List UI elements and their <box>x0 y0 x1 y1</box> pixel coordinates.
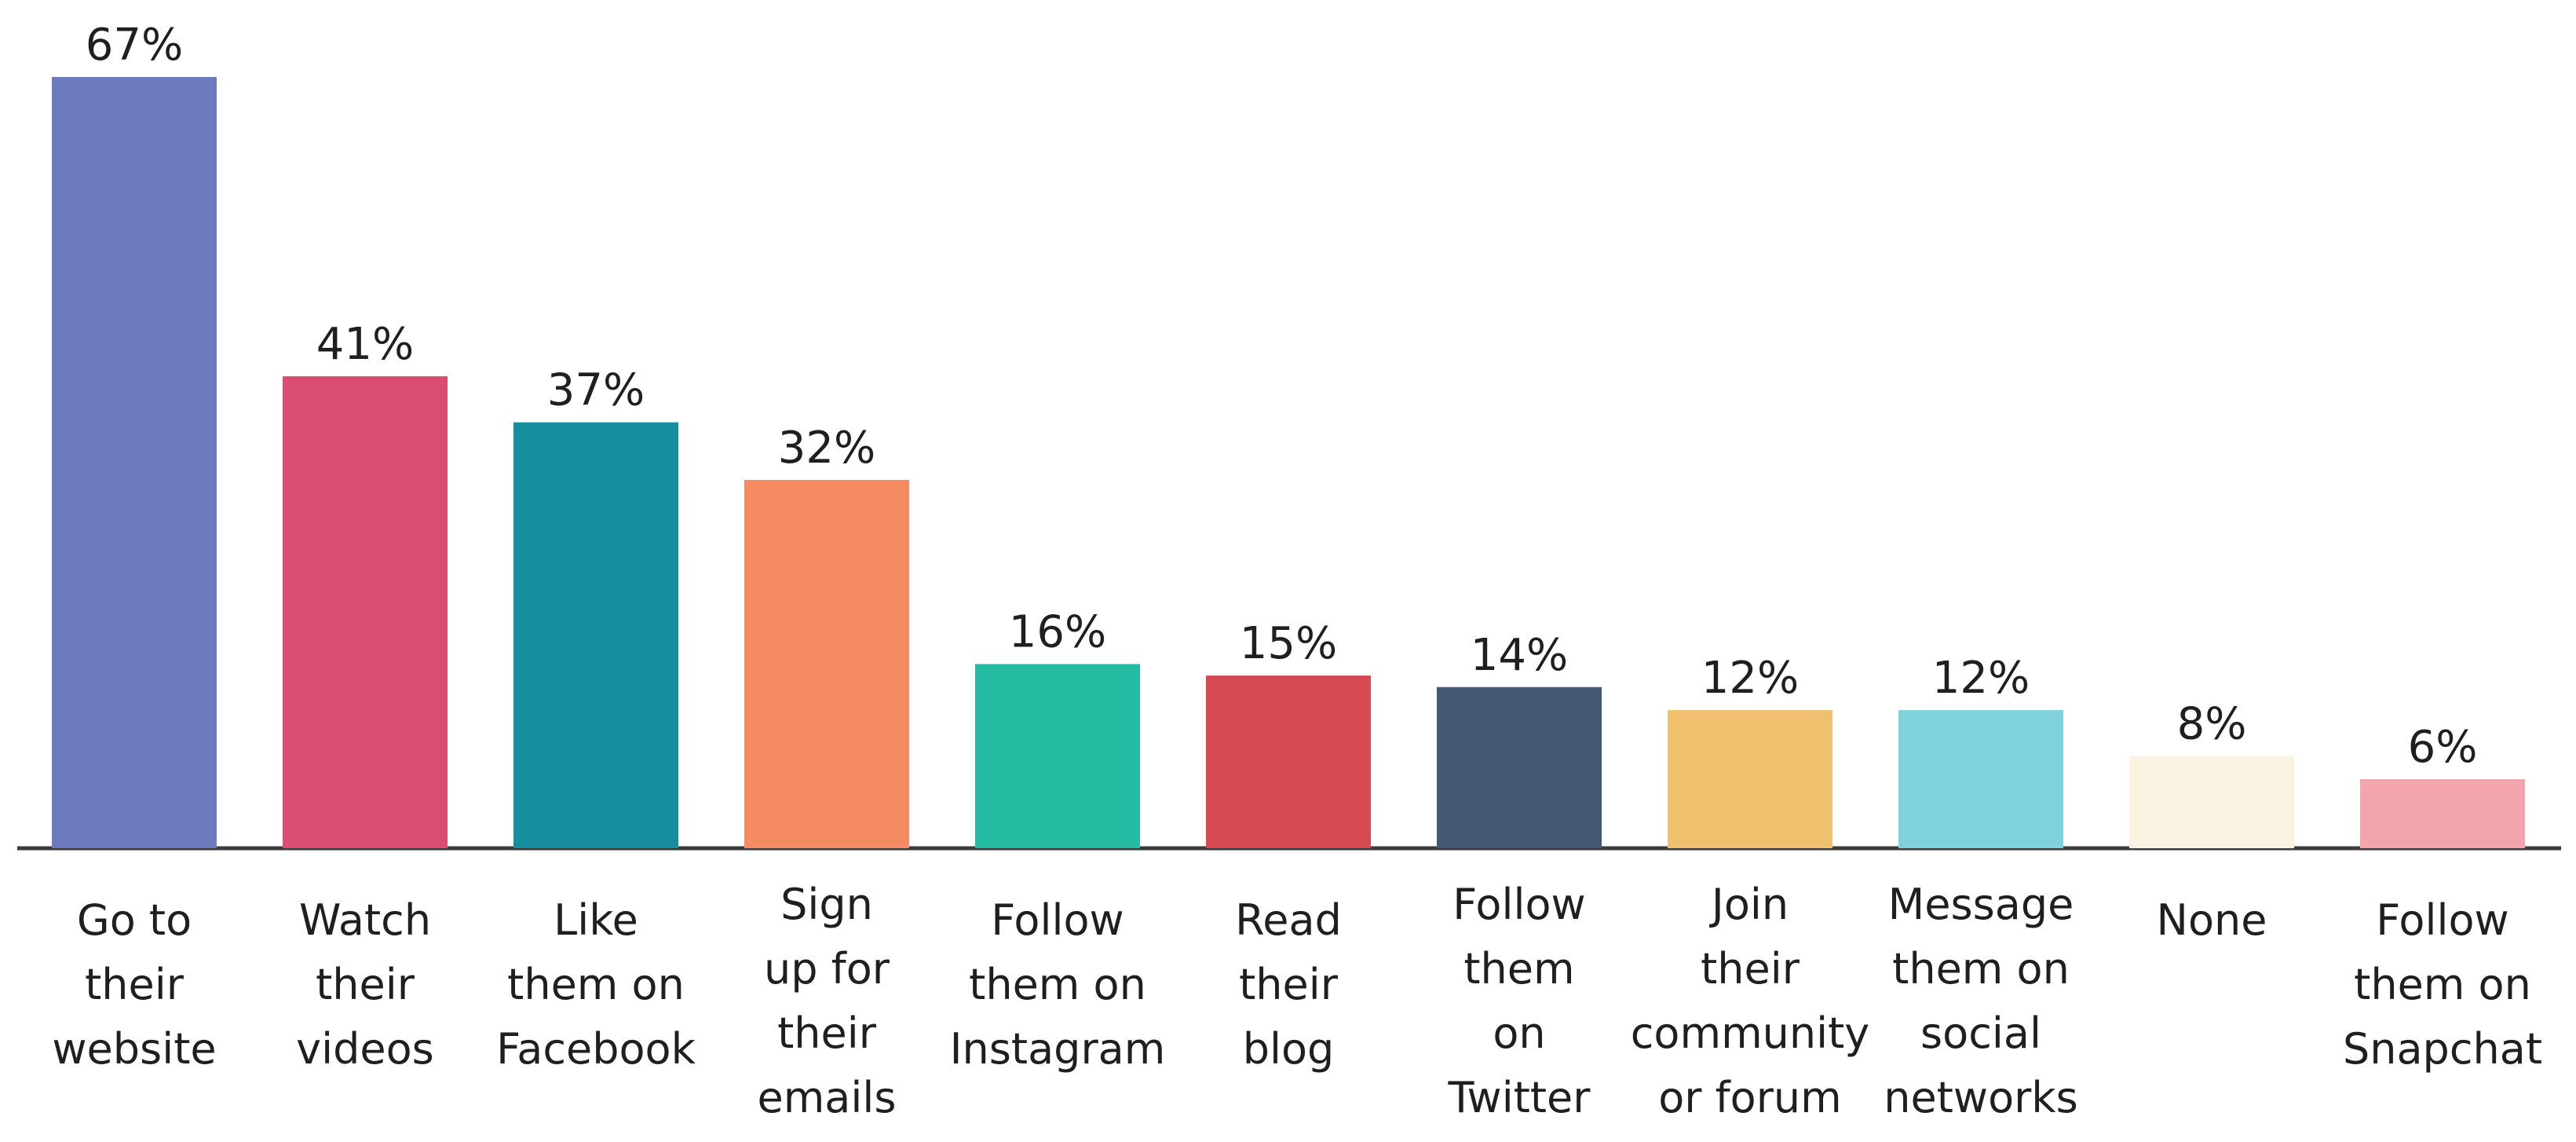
category-label-line: Go to <box>77 895 192 945</box>
category-label-line: Like <box>554 895 638 945</box>
category-label-0: Go to their website <box>52 895 216 1074</box>
category-label-line: community <box>1631 1008 1870 1058</box>
category-label-3: Sign up for their emails <box>757 880 896 1122</box>
category-label-6: Follow them on Twitter <box>1448 880 1591 1122</box>
category-label-line: their <box>1239 960 1339 1009</box>
category-label-line: social <box>1920 1008 2041 1058</box>
category-label-4: Follow them on Instagram <box>950 895 1166 1074</box>
category-label-line: them on <box>1892 944 2070 994</box>
category-label-line: them <box>1463 944 1574 994</box>
bar-4 <box>975 664 1140 848</box>
category-label-7: Join their community or forum <box>1631 880 1870 1122</box>
category-label-line: them on <box>507 960 685 1009</box>
category-label-line: up for <box>764 944 890 994</box>
category-label-line: them on <box>2354 960 2531 1009</box>
bar-1 <box>283 376 448 849</box>
category-label-9: None <box>2157 895 2267 945</box>
value-label-2: 37% <box>547 365 645 416</box>
category-label-line: their <box>316 960 415 1009</box>
category-label-line: videos <box>296 1024 434 1074</box>
value-label-10: 6% <box>2408 722 2478 773</box>
category-label-line: Join <box>1709 880 1789 929</box>
category-label-line: Snapchat <box>2343 1024 2542 1074</box>
category-label-line: Message <box>1888 880 2074 929</box>
category-label-5: Read their blog <box>1235 895 1342 1074</box>
bar-10 <box>2360 779 2525 848</box>
value-label-6: 14% <box>1471 630 1568 681</box>
bar-3 <box>744 479 909 848</box>
category-label-line: their <box>1701 944 1800 994</box>
value-label-8: 12% <box>1932 653 2030 704</box>
category-label-10: Follow them on Snapchat <box>2343 895 2542 1074</box>
category-label-line: networks <box>1884 1073 2077 1122</box>
bar-7 <box>1668 710 1832 848</box>
bars-group <box>52 77 2525 849</box>
category-label-8: Message them on social networks <box>1884 880 2077 1122</box>
category-label-2: Like them on Facebook <box>496 895 696 1074</box>
value-label-5: 15% <box>1240 618 1337 669</box>
bar-5 <box>1206 675 1371 848</box>
value-label-9: 8% <box>2177 699 2247 750</box>
value-label-1: 41% <box>316 319 414 370</box>
category-label-line: their <box>85 960 185 1009</box>
category-label-line: Watch <box>299 895 431 945</box>
category-label-line: their <box>777 1008 877 1058</box>
value-labels-group: 67% 41% 37% 32% 16% 15% 14% 12% 12% 8% 6% <box>86 20 2478 773</box>
category-label-1: Watch their videos <box>296 895 434 1074</box>
category-label-line: Follow <box>2376 895 2508 945</box>
category-label-line: on <box>1493 1008 1545 1058</box>
bar-0 <box>52 77 217 848</box>
bar-9 <box>2129 756 2294 848</box>
category-label-line: Instagram <box>950 1024 1166 1074</box>
category-label-line: None <box>2157 895 2267 945</box>
category-label-line: emails <box>757 1073 896 1122</box>
category-label-line: Sign <box>780 880 873 929</box>
bar-8 <box>1898 710 2063 848</box>
category-label-line: Follow <box>991 895 1124 945</box>
category-label-line: Facebook <box>496 1024 696 1074</box>
category-label-line: website <box>52 1024 216 1074</box>
category-label-line: Twitter <box>1448 1073 1591 1122</box>
value-label-0: 67% <box>86 20 183 71</box>
category-label-line: Read <box>1235 895 1342 945</box>
category-labels-group: Go to their website Watch their videos Like the… <box>52 880 2542 1122</box>
category-label-line: or forum <box>1658 1073 1841 1122</box>
value-label-4: 16% <box>1009 606 1106 657</box>
category-label-line: Follow <box>1452 880 1585 929</box>
value-label-3: 32% <box>778 423 875 474</box>
bar-6 <box>1437 686 1602 848</box>
category-label-line: them on <box>969 960 1146 1009</box>
bar-2 <box>513 422 678 848</box>
value-label-7: 12% <box>1701 653 1799 704</box>
category-label-line: blog <box>1243 1024 1335 1074</box>
